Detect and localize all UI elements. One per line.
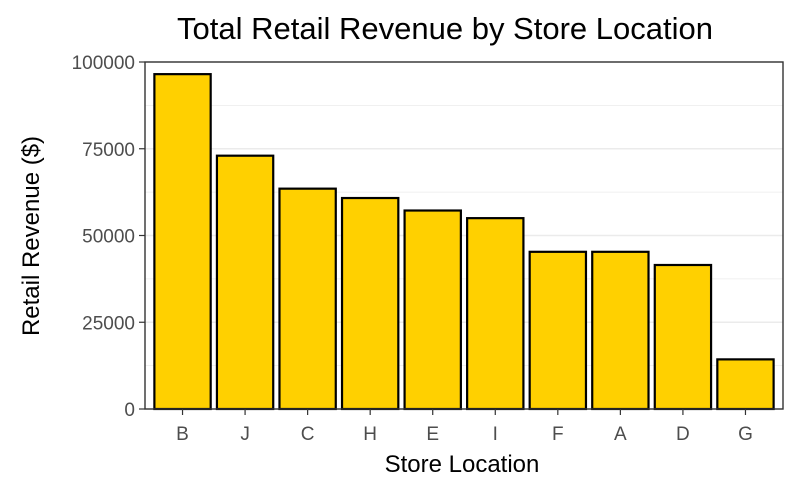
x-tick-label: E xyxy=(426,424,439,445)
bar-J xyxy=(215,154,275,411)
y-tick-label: 75000 xyxy=(82,140,135,161)
bar-H xyxy=(340,196,400,411)
y-tick-label: 50000 xyxy=(82,227,135,248)
plot-panel: 0 25000 50000 75000 100000 B J C H E I F A D G xyxy=(72,53,784,445)
x-axis-title: Store Location xyxy=(385,451,540,478)
bar-A xyxy=(591,250,650,411)
chart-title: Total Retail Revenue by Store Location xyxy=(177,11,713,46)
y-tick-label: 0 xyxy=(124,400,135,421)
x-tick-label: A xyxy=(614,424,627,445)
y-axis-title: Retail Revenue ($) xyxy=(18,136,45,336)
bar-F xyxy=(528,250,588,411)
x-tick-label: C xyxy=(301,424,315,445)
x-tick-label: J xyxy=(240,424,250,445)
x-tick-label: B xyxy=(176,424,189,445)
bar-C xyxy=(278,187,337,411)
x-tick-label: I xyxy=(493,424,498,445)
bar-G xyxy=(716,358,775,411)
bar-B xyxy=(153,73,212,411)
y-tick-label: 25000 xyxy=(82,313,135,334)
bar-D xyxy=(653,263,713,411)
bar-E xyxy=(403,209,462,411)
x-tick-label: D xyxy=(676,424,690,445)
x-tick-label: G xyxy=(738,424,753,445)
y-tick-label: 100000 xyxy=(72,53,135,74)
x-tick-label: F xyxy=(552,424,564,445)
x-tick-label: H xyxy=(363,424,377,445)
bar-I xyxy=(466,217,525,411)
